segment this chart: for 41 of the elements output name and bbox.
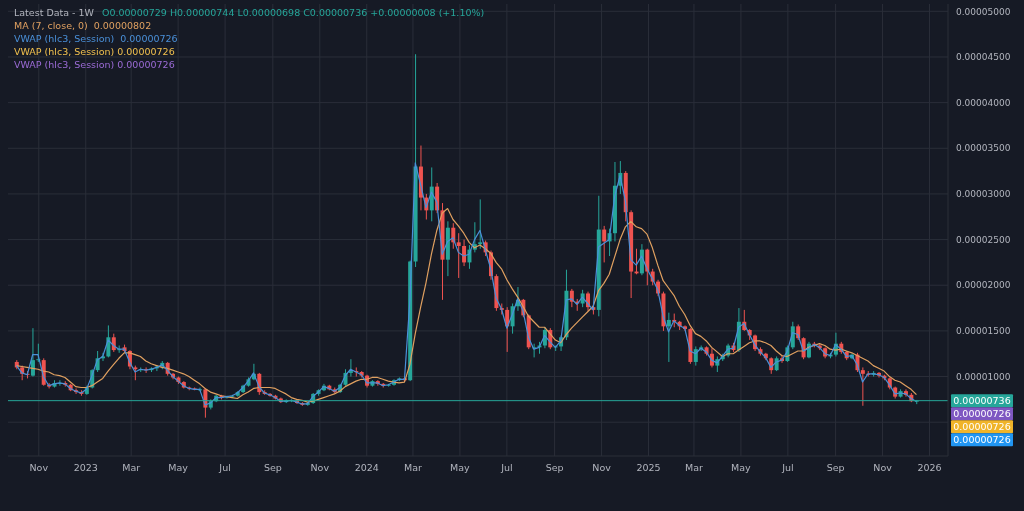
x-tick-label: Sep (826, 461, 845, 473)
chart-title: Latest Data - 1W (14, 7, 94, 18)
x-tick-label: Nov (29, 461, 49, 473)
annotation: VWAP (hlc3, Session) 0.00000726 (14, 58, 176, 71)
y-tick-label: 0.00002000 (956, 280, 1011, 291)
annotation: O0.00000729 H0.00000744 L0.00000698 C0.00000736 +0.00000008 (+1.10%) (101, 7, 485, 18)
x-tick-label: Nov (873, 461, 893, 473)
y-tick-label: 0.00003500 (956, 143, 1011, 154)
y-tick-label: 0.00003000 (956, 189, 1011, 200)
y-tick-label: 0.00001500 (956, 326, 1011, 337)
annotation: 0.00000802 (93, 20, 152, 31)
x-tick-label: Jul (500, 461, 513, 473)
x-tick-label: Mar (403, 461, 422, 473)
text: 0.00000726 (953, 408, 1011, 420)
text: 0.00000726 (953, 434, 1011, 446)
annotation: 0.00000726 (120, 33, 178, 44)
y-tick-label: 0.00004500 (956, 52, 1011, 63)
x-tick-label: 2025 (636, 461, 661, 473)
x-tick-label: Sep (263, 461, 282, 473)
text: 0.00000726 (953, 421, 1011, 433)
text: VWAP (hlc3, Session) (14, 33, 115, 44)
x-tick-label: 2024 (354, 461, 379, 473)
y-tick-label: 0.00005000 (956, 6, 1011, 17)
y-tick-label: 0.00004000 (956, 97, 1011, 108)
x-tick-label: 2023 (73, 461, 98, 473)
y-tick-label: 0.00002500 (956, 234, 1011, 245)
x-tick-label: May (731, 461, 752, 473)
x-tick-label: Jul (781, 461, 794, 473)
x-tick-label: Mar (122, 461, 141, 473)
x-tick-label: 2026 (917, 461, 942, 473)
y-tick-label: 0.00001000 (956, 371, 1011, 382)
x-tick-label: Sep (545, 461, 564, 473)
x-tick-label: Jul (218, 461, 231, 473)
x-tick-label: May (450, 461, 471, 473)
text: MA (7, close, 0) (14, 20, 88, 31)
x-tick-label: May (168, 461, 189, 473)
annotation: VWAP (hlc3, Session) 0.00000726 (14, 45, 176, 58)
x-tick-label: Nov (310, 461, 330, 473)
x-tick-label: Mar (684, 461, 703, 473)
x-tick-label: Nov (592, 461, 612, 473)
ref-line-label: 0.00000736 (953, 395, 1011, 407)
